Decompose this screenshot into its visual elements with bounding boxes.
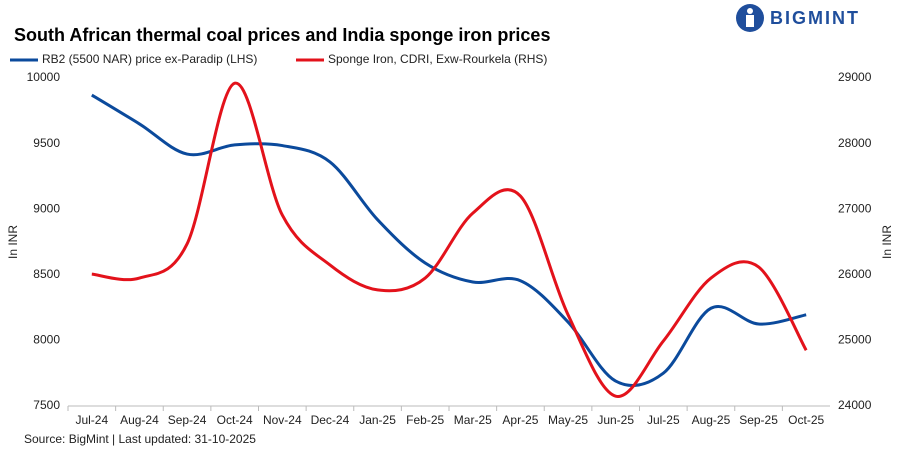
y-axis-label: In INR [6,225,20,259]
y2-tick-label: 27000 [838,201,872,215]
x-tick-label: Jul-24 [75,413,108,427]
x-tick-label: Jul-25 [647,413,680,427]
x-tick-label: Mar-25 [454,413,492,427]
x-tick-label: Oct-24 [217,413,253,427]
series-line [91,93,807,388]
legend-label: RB2 (5500 NAR) price ex-Paradip (LHS) [42,52,257,66]
x-tick-label: Apr-25 [502,413,538,427]
y2-tick-label: 28000 [838,136,872,150]
y-tick-label: 9500 [33,136,60,150]
x-tick-label: May-25 [548,413,588,427]
series-line [91,81,808,398]
x-tick-label: Feb-25 [406,413,444,427]
y2-tick-label: 24000 [838,398,872,412]
y-tick-label: 9000 [33,201,60,215]
x-tick-label: Aug-25 [692,413,731,427]
logo-icon-dot [747,8,753,14]
legend-label: Sponge Iron, CDRI, Exw-Rourkela (RHS) [328,52,547,66]
source: Source: BigMint | Last updated: 31-10-20… [24,432,256,446]
y-tick-label: 10000 [27,70,61,84]
y-tick-label: 7500 [33,398,60,412]
logo-text: BIGMINT [770,8,860,28]
x-tick-label: Sep-25 [739,413,778,427]
x-tick-label: Aug-24 [120,413,159,427]
x-tick-label: Nov-24 [263,413,302,427]
y-tick-label: 8500 [33,267,60,281]
y2-tick-label: 25000 [838,333,872,347]
x-tick-label: Dec-24 [311,413,350,427]
y2-axis-label: In INR [880,225,894,259]
y2-tick-label: 29000 [838,70,872,84]
logo: BIGMINT [736,4,860,32]
y2-tick-label: 26000 [838,267,872,281]
logo-icon-body [746,15,754,27]
x-tick-label: Oct-25 [788,413,824,427]
x-tick-label: Jun-25 [597,413,634,427]
chart-title: South African thermal coal prices and In… [14,25,550,45]
y-tick-label: 8000 [33,333,60,347]
x-tick-label: Sep-24 [168,413,207,427]
x-tick-label: Jan-25 [359,413,396,427]
